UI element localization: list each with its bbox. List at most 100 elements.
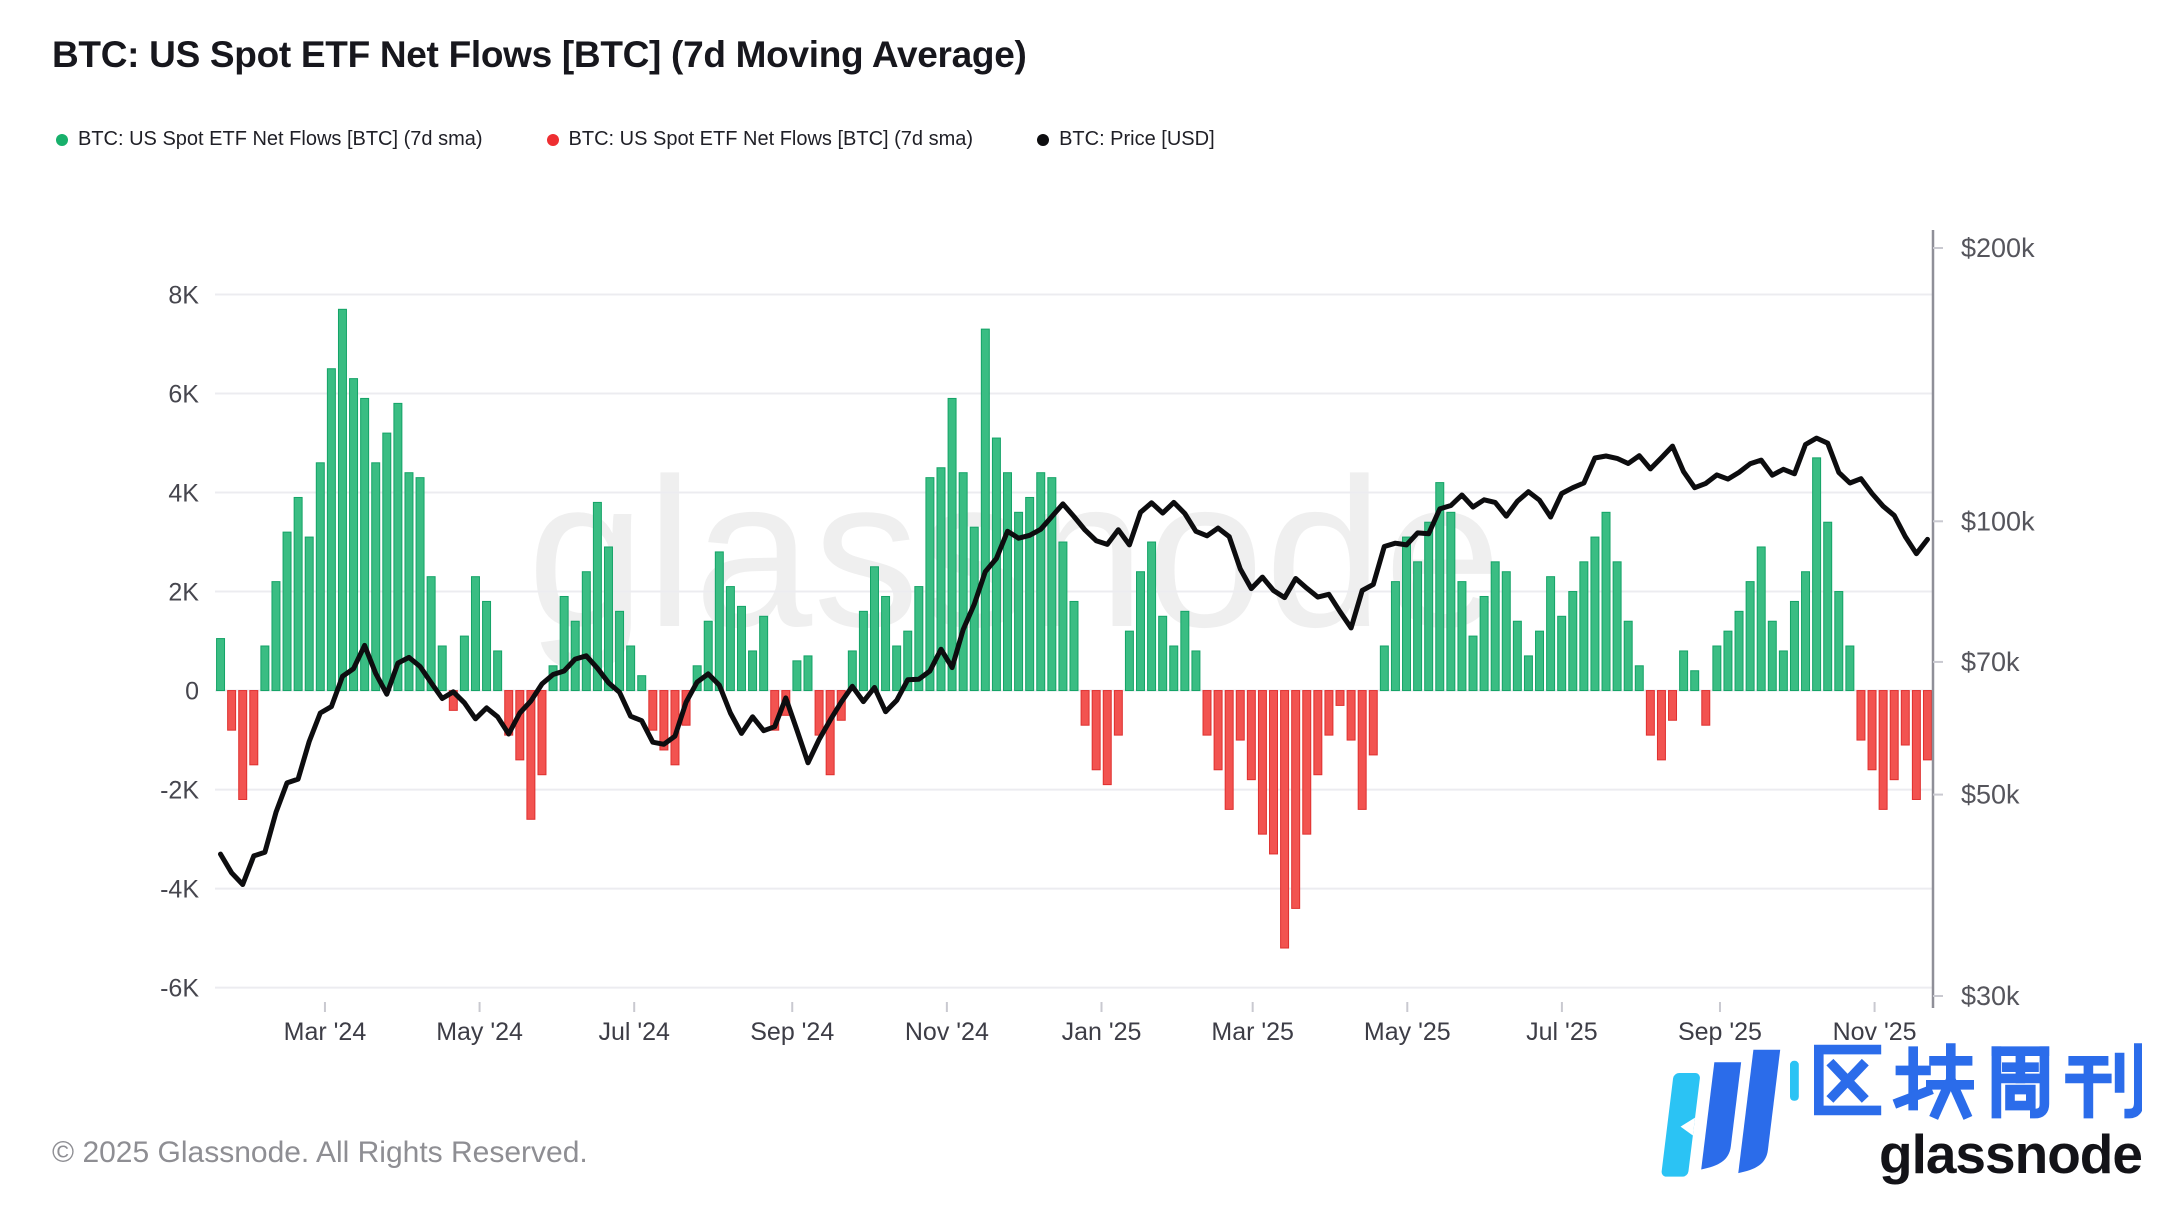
- flow-bar-positive[interactable]: [1468, 635, 1478, 692]
- flow-bar-positive[interactable]: [626, 645, 636, 692]
- flow-bar-positive[interactable]: [1435, 482, 1445, 692]
- flow-bar-positive[interactable]: [881, 595, 891, 692]
- flow-bar-negative[interactable]: [537, 690, 547, 776]
- flow-bar-positive[interactable]: [803, 655, 813, 692]
- legend-item-price[interactable]: BTC: Price [USD]: [1037, 128, 1215, 151]
- price-line[interactable]: [218, 435, 1930, 887]
- flow-bar-negative[interactable]: [1324, 690, 1334, 736]
- flow-bar-positive[interactable]: [1479, 595, 1489, 692]
- flow-bar-negative[interactable]: [1291, 690, 1301, 909]
- flow-bar-positive[interactable]: [1845, 645, 1855, 692]
- flow-bar-positive[interactable]: [870, 566, 879, 692]
- flow-bar-positive[interactable]: [1490, 561, 1500, 692]
- flow-bar-positive[interactable]: [1823, 521, 1833, 692]
- flow-bar-positive[interactable]: [1025, 496, 1035, 692]
- flow-bar-positive[interactable]: [315, 462, 325, 692]
- flow-bar-negative[interactable]: [1080, 690, 1090, 726]
- flow-bar-positive[interactable]: [1379, 645, 1389, 692]
- flow-bar-positive[interactable]: [1712, 645, 1722, 692]
- flow-bar-negative[interactable]: [1889, 690, 1899, 781]
- flow-bar-negative[interactable]: [1701, 690, 1711, 726]
- flow-bar-negative[interactable]: [1911, 690, 1921, 800]
- flow-bar-negative[interactable]: [1091, 690, 1101, 771]
- flow-bar-negative[interactable]: [515, 690, 525, 761]
- flow-bar-positive[interactable]: [714, 551, 724, 692]
- flow-bar-negative[interactable]: [1202, 690, 1212, 736]
- flow-bar-positive[interactable]: [1690, 670, 1700, 692]
- flow-bar-negative[interactable]: [1368, 690, 1378, 756]
- flow-bar-positive[interactable]: [1512, 620, 1522, 692]
- flow-bar-positive[interactable]: [559, 595, 569, 692]
- flow-bar-positive[interactable]: [1003, 472, 1012, 692]
- flow-bar-positive[interactable]: [260, 645, 270, 692]
- flow-bar-positive[interactable]: [1147, 541, 1157, 692]
- flow-bar-positive[interactable]: [1778, 650, 1788, 692]
- flow-bar-negative[interactable]: [1900, 690, 1910, 746]
- legend-item-inflows[interactable]: BTC: US Spot ETF Net Flows [BTC] (7d sma…: [56, 128, 483, 151]
- flow-bar-positive[interactable]: [1390, 581, 1400, 692]
- flow-bar-negative[interactable]: [1668, 690, 1678, 721]
- flow-bar-positive[interactable]: [415, 477, 425, 692]
- flow-bar-positive[interactable]: [1501, 571, 1511, 692]
- flow-bar-positive[interactable]: [371, 462, 381, 692]
- flow-bar-negative[interactable]: [814, 690, 824, 736]
- flow-bar-positive[interactable]: [1579, 561, 1589, 692]
- flow-bar-positive[interactable]: [493, 650, 503, 692]
- flow-bar-negative[interactable]: [227, 690, 237, 731]
- flow-bar-positive[interactable]: [1634, 665, 1644, 692]
- flow-bar-positive[interactable]: [216, 638, 226, 692]
- flow-bar-negative[interactable]: [1113, 690, 1123, 736]
- flow-bar-positive[interactable]: [759, 615, 769, 692]
- flow-bar-positive[interactable]: [903, 630, 913, 692]
- flow-bar-positive[interactable]: [1523, 655, 1533, 692]
- flow-bar-negative[interactable]: [1645, 690, 1655, 736]
- flow-bar-positive[interactable]: [1124, 630, 1134, 692]
- flow-bar-positive[interactable]: [1058, 541, 1068, 692]
- flow-bar-positive[interactable]: [914, 586, 924, 692]
- flow-bar-positive[interactable]: [482, 600, 492, 692]
- flow-bar-positive[interactable]: [1158, 615, 1168, 692]
- flow-bar-positive[interactable]: [1413, 561, 1423, 692]
- flow-bar-negative[interactable]: [1357, 690, 1367, 810]
- flow-bar-positive[interactable]: [1136, 571, 1145, 692]
- flow-bar-positive[interactable]: [1424, 521, 1434, 692]
- flow-bar-positive[interactable]: [1036, 472, 1046, 692]
- flow-bar-positive[interactable]: [1789, 600, 1799, 692]
- flow-bar-positive[interactable]: [459, 635, 469, 692]
- flow-bar-negative[interactable]: [1346, 690, 1356, 741]
- flow-bar-negative[interactable]: [238, 690, 248, 800]
- flow-bar-positive[interactable]: [1679, 650, 1689, 692]
- flow-bar-positive[interactable]: [1457, 581, 1467, 692]
- flow-bar-negative[interactable]: [1102, 690, 1112, 786]
- flow-bar-negative[interactable]: [1335, 690, 1345, 706]
- flow-bar-positive[interactable]: [282, 531, 292, 692]
- legend-item-outflows[interactable]: BTC: US Spot ETF Net Flows [BTC] (7d sma…: [546, 128, 973, 151]
- flow-bar-positive[interactable]: [1546, 576, 1556, 692]
- flow-bar-negative[interactable]: [1922, 690, 1932, 761]
- flow-bar-positive[interactable]: [271, 581, 281, 692]
- flow-bar-positive[interactable]: [1723, 630, 1733, 692]
- flow-bar-positive[interactable]: [337, 308, 347, 692]
- flow-bar-positive[interactable]: [603, 546, 613, 692]
- flow-bar-positive[interactable]: [426, 576, 436, 692]
- flow-bar-positive[interactable]: [470, 576, 480, 692]
- flow-bar-positive[interactable]: [1446, 511, 1456, 692]
- flow-bar-positive[interactable]: [326, 368, 336, 692]
- flow-bar-positive[interactable]: [293, 496, 303, 692]
- flow-bar-positive[interactable]: [304, 536, 314, 692]
- flow-bar-negative[interactable]: [825, 690, 835, 776]
- flow-bar-positive[interactable]: [958, 472, 968, 692]
- flow-bar-negative[interactable]: [1235, 690, 1245, 741]
- flow-bar-negative[interactable]: [1867, 690, 1877, 771]
- flow-bar-positive[interactable]: [1834, 591, 1844, 692]
- flow-bar-positive[interactable]: [858, 610, 868, 692]
- flow-bar-positive[interactable]: [892, 645, 902, 692]
- flow-bar-negative[interactable]: [1656, 690, 1666, 761]
- flow-bar-negative[interactable]: [659, 690, 669, 751]
- flow-bar-positive[interactable]: [1601, 511, 1611, 692]
- flow-bar-positive[interactable]: [1590, 536, 1600, 692]
- flow-bar-negative[interactable]: [1302, 690, 1312, 835]
- flow-bar-positive[interactable]: [382, 432, 392, 692]
- flow-bar-positive[interactable]: [1180, 610, 1190, 692]
